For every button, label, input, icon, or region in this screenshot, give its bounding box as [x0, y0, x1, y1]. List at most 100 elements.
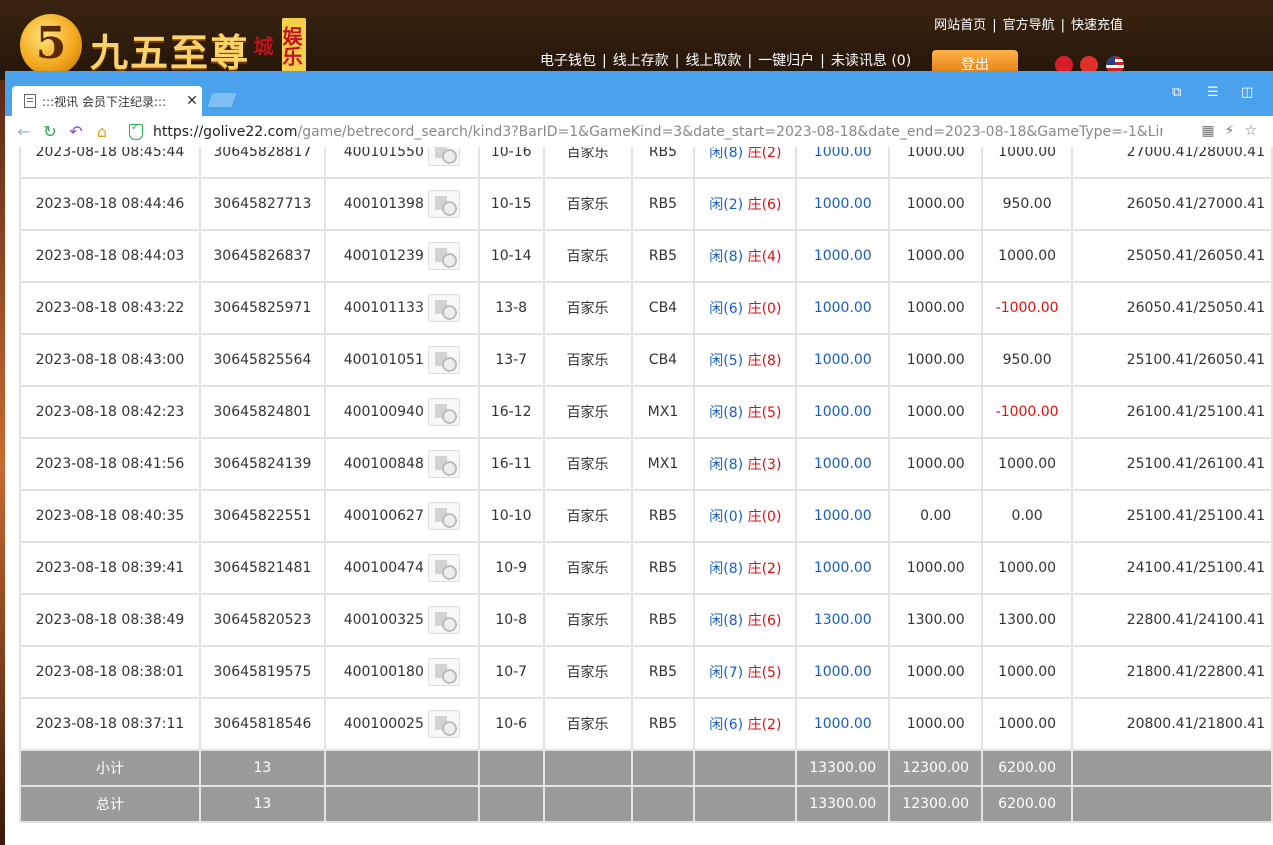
new-tab-button[interactable] [207, 93, 237, 107]
player-result: 闲(8) [709, 147, 744, 161]
bet-time: 2023-08-18 08:44:03 [19, 229, 201, 283]
total-count: 13 [198, 785, 326, 823]
table-row: 2023-08-18 08:45:44 30645828817 400101550 1… [19, 147, 1273, 179]
link-e-wallet[interactable]: 电子钱包 [540, 53, 596, 69]
balance: 25100.41/25100.41 [1071, 489, 1273, 543]
video-replay-icon[interactable] [427, 147, 460, 166]
skin-icon[interactable]: ◫ [1241, 85, 1254, 100]
link-official-nav[interactable]: 官方导航 [1002, 18, 1055, 33]
tab-count-icon[interactable]: ⧉ [1172, 85, 1182, 100]
banker-result: 庄(2) [747, 147, 782, 161]
back-icon[interactable]: ← [17, 122, 31, 141]
star-icon[interactable]: ☆ [1244, 123, 1267, 139]
video-replay-icon[interactable] [427, 554, 460, 582]
link-one-click-return[interactable]: 一键归户 [758, 53, 815, 69]
bet-amount: 1000.00 [795, 229, 891, 283]
subtotal-count: 13 [198, 749, 326, 787]
bet-time: 2023-08-18 08:37:11 [19, 697, 201, 751]
win-loss: 1000.00 [981, 541, 1074, 595]
balance: 25100.41/26050.41 [1071, 333, 1273, 387]
home-icon[interactable]: ⌂ [96, 122, 108, 141]
link-withdraw[interactable]: 线上取款 [685, 53, 742, 69]
table-row: 2023-08-18 08:38:01 30645819575 400100180 1… [19, 645, 1273, 699]
valid-bet: 1000.00 [888, 697, 984, 751]
hk-flag-icon[interactable] [1055, 56, 1073, 74]
table-row: 2023-08-18 08:37:11 30645818546 400100025 1… [19, 697, 1273, 751]
reload-icon[interactable]: ↻ [43, 122, 57, 141]
lightning-icon[interactable]: ⚡ [1224, 123, 1245, 139]
link-unread-messages[interactable]: 未读讯息 (0) [830, 53, 912, 69]
bet-id: 30645824139 [198, 437, 326, 491]
video-replay-icon[interactable] [427, 606, 460, 634]
banker-result: 庄(2) [747, 561, 782, 577]
win-loss: 1000.00 [981, 697, 1074, 751]
player-result: 闲(7) [709, 665, 744, 681]
result-cell: 闲(6) 庄(2) [693, 697, 798, 751]
player-result: 闲(6) [709, 717, 744, 733]
undo-icon[interactable]: ↶ [69, 122, 83, 141]
video-replay-icon[interactable] [427, 346, 460, 374]
site-logo-text[interactable]: 九五至尊 [90, 30, 251, 75]
tab-title: :::视讯 会员下注纪录::: [42, 94, 167, 109]
video-replay-icon[interactable] [427, 242, 460, 270]
valid-bet: 1000.00 [888, 147, 984, 179]
url-host: https://golive22.com [153, 123, 298, 140]
link-quick-recharge[interactable]: 快速充值 [1070, 18, 1123, 33]
table-code: RB5 [630, 645, 696, 699]
total-win: 6200.00 [981, 785, 1074, 823]
balance: 22800.41/24100.41 [1071, 593, 1273, 647]
player-result: 闲(0) [709, 509, 744, 525]
site-logo-mark[interactable]: 5 [20, 14, 82, 76]
banker-result: 庄(5) [747, 405, 782, 421]
video-replay-icon[interactable] [427, 294, 460, 322]
player-result: 闲(6) [709, 301, 744, 317]
balance: 26100.41/25100.41 [1071, 385, 1273, 439]
shoe-number: 13-7 [477, 333, 545, 387]
valid-bet: 1000.00 [888, 645, 984, 699]
video-replay-icon[interactable] [427, 502, 460, 530]
result-cell: 闲(7) 庄(5) [693, 645, 798, 699]
result-cell: 闲(0) 庄(0) [693, 489, 798, 543]
close-tab-icon[interactable]: ✕ [186, 93, 198, 109]
player-result: 闲(8) [709, 457, 744, 473]
bet-amount: 1000.00 [795, 437, 891, 491]
round-id: 400100848 [343, 456, 424, 472]
menu-icon[interactable]: ☰ [1207, 85, 1219, 100]
video-replay-icon[interactable] [427, 190, 460, 218]
player-result: 闲(5) [709, 353, 744, 369]
valid-bet: 1000.00 [888, 177, 984, 231]
qr-code-icon[interactable]: ▦ [1201, 123, 1225, 139]
balance: 20800.41/21800.41 [1071, 697, 1273, 751]
bet-id: 30645818546 [198, 697, 326, 751]
player-result: 闲(8) [709, 561, 744, 577]
video-replay-icon[interactable] [427, 450, 460, 478]
site-header: 5 九五至尊 娱乐城 网站首页 | 官方导航 | 快速充值 电子钱包 | 线上存款 | 线上取款… [0, 0, 1273, 80]
video-replay-icon[interactable] [427, 398, 460, 426]
bet-time: 2023-08-18 08:41:56 [19, 437, 201, 491]
round-id: 400100940 [343, 404, 424, 420]
bet-amount: 1300.00 [795, 593, 891, 647]
url-input[interactable]: https://golive22.com/game/betrecord_sear… [153, 124, 1163, 140]
valid-bet: 1000.00 [888, 385, 984, 439]
table-row: 2023-08-18 08:39:41 30645821481 400100474 1… [19, 541, 1273, 595]
game-name: 百家乐 [542, 177, 633, 231]
round-id: 400100025 [343, 716, 424, 732]
active-tab[interactable]: :::视讯 会员下注纪录::: ✕ [12, 86, 202, 116]
video-replay-icon[interactable] [427, 710, 460, 738]
table-code: CB4 [630, 333, 696, 387]
cn-flag-icon[interactable] [1080, 56, 1098, 74]
link-home[interactable]: 网站首页 [934, 18, 987, 33]
round-cell: 400100848 [323, 437, 480, 491]
video-replay-icon[interactable] [427, 658, 460, 686]
table-row: 2023-08-18 08:41:56 30645824139 400100848 1… [19, 437, 1273, 491]
link-deposit[interactable]: 线上存款 [612, 53, 669, 69]
bet-id: 30645822551 [198, 489, 326, 543]
secure-shield-icon[interactable] [129, 122, 143, 140]
win-loss: -1000.00 [981, 281, 1074, 335]
us-flag-icon[interactable] [1106, 56, 1124, 74]
player-result: 闲(2) [709, 197, 744, 213]
game-name: 百家乐 [542, 541, 633, 595]
address-bar: ← ↻ ↶ ⌂ https://golive22.com/game/betrec… [5, 116, 1273, 148]
balance: 27000.41/28000.41 [1071, 147, 1273, 179]
player-result: 闲(8) [709, 405, 744, 421]
